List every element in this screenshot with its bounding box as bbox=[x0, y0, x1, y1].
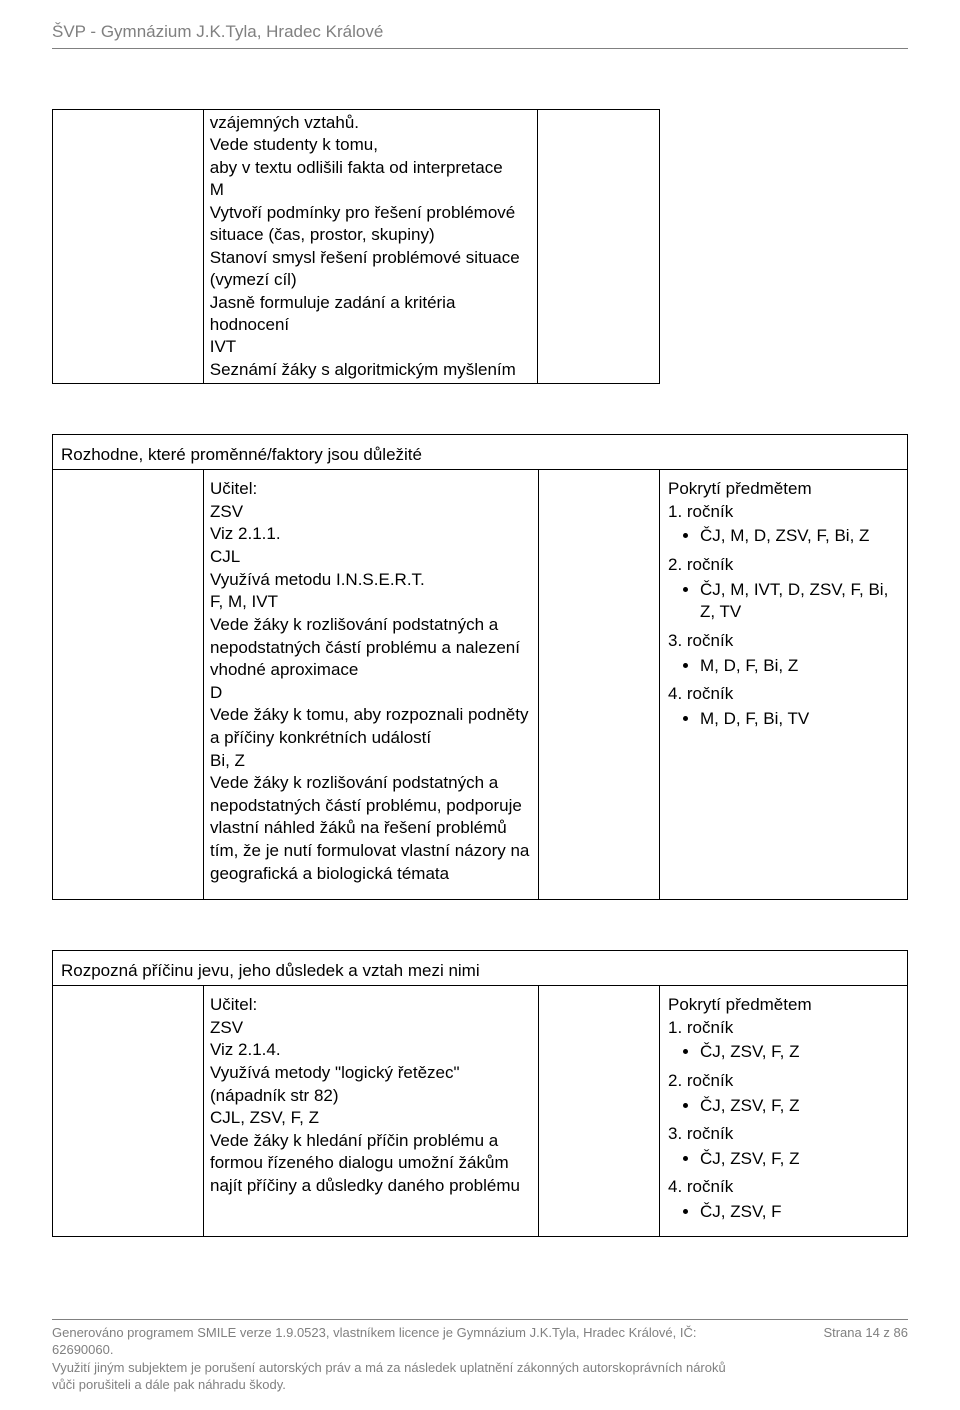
body-line: Vede žáky k rozlišování podstatných a ne… bbox=[210, 772, 532, 885]
cont-line: vzájemných vztahů. bbox=[210, 112, 532, 134]
cont-line: aby v textu odlišili fakta od interpreta… bbox=[210, 157, 532, 179]
footer-page-number: Strana 14 z 86 bbox=[823, 1324, 908, 1359]
year-label: 1. ročník bbox=[668, 501, 901, 524]
body-line: Bi, Z bbox=[210, 750, 532, 773]
year-label: 4. ročník bbox=[668, 1176, 901, 1199]
col-empty-a bbox=[53, 470, 204, 899]
continuation-table: vzájemných vztahů. Vede studenty k tomu,… bbox=[52, 109, 660, 384]
col-teacher-text: Učitel: ZSV Viz 2.1.1. CJL Využívá metod… bbox=[204, 470, 539, 899]
body-line: CJL, ZSV, F, Z bbox=[210, 1107, 532, 1130]
body-line: D bbox=[210, 682, 532, 705]
year-subjects: ČJ, ZSV, F, Z bbox=[700, 1041, 901, 1064]
body-line: Viz 2.1.4. bbox=[210, 1039, 532, 1062]
col-teacher-text: Učitel: ZSV Viz 2.1.4. Využívá metody "l… bbox=[204, 986, 539, 1235]
body-line: Využívá metody "logický řetězec" (nápadn… bbox=[210, 1062, 532, 1107]
body-line: Vede žáky k tomu, aby rozpoznali podněty… bbox=[210, 704, 532, 749]
outcome-body: Učitel: ZSV Viz 2.1.1. CJL Využívá metod… bbox=[53, 470, 907, 899]
year-subjects: ČJ, M, D, ZSV, F, Bi, Z bbox=[700, 525, 901, 548]
year-subjects: ČJ, ZSV, F, Z bbox=[700, 1148, 901, 1171]
outcome-block-2: Rozpozná příčinu jevu, jeho důsledek a v… bbox=[52, 950, 908, 1236]
body-line: Vede žáky k rozlišování podstatných a ne… bbox=[210, 614, 532, 682]
cont-line: IVT bbox=[210, 336, 532, 358]
body-line: CJL bbox=[210, 546, 532, 569]
year-subjects: ČJ, M, IVT, D, ZSV, F, Bi, Z, TV bbox=[700, 579, 901, 624]
header-title: ŠVP - Gymnázium J.K.Tyla, Hradec Králové bbox=[52, 22, 383, 41]
cont-line: Vede studenty k tomu, bbox=[210, 134, 532, 156]
cont-col-text: vzájemných vztahů. Vede studenty k tomu,… bbox=[203, 110, 538, 384]
cont-col-empty-left bbox=[53, 110, 204, 384]
body-line: Využívá metodu I.N.S.E.R.T. bbox=[210, 569, 532, 592]
col-empty-c bbox=[539, 986, 660, 1235]
body-line: ZSV bbox=[210, 501, 532, 524]
page-footer: Generováno programem SMILE verze 1.9.052… bbox=[52, 1319, 908, 1394]
col-coverage: Pokrytí předmětem 1. ročník ČJ, M, D, ZS… bbox=[660, 470, 907, 899]
cont-line: M bbox=[210, 179, 532, 201]
body-line: Vede žáky k hledání příčin problému a fo… bbox=[210, 1130, 532, 1198]
col-empty-c bbox=[539, 470, 660, 899]
year-label: 2. ročník bbox=[668, 554, 901, 577]
year-subjects: ČJ, ZSV, F bbox=[700, 1201, 901, 1224]
cont-line: Seznámí žáky s algoritmickým myšlením bbox=[210, 359, 532, 381]
footer-line-1: Generováno programem SMILE verze 1.9.052… bbox=[52, 1325, 697, 1358]
year-label: 3. ročník bbox=[668, 630, 901, 653]
year-label: 1. ročník bbox=[668, 1017, 901, 1040]
footer-line-2: Využití jiným subjektem je porušení auto… bbox=[52, 1359, 752, 1394]
outcome-body: Učitel: ZSV Viz 2.1.4. Využívá metody "l… bbox=[53, 986, 907, 1235]
year-label: 2. ročník bbox=[668, 1070, 901, 1093]
teacher-label: Učitel: bbox=[210, 478, 532, 501]
cont-line: Stanoví smysl řešení problémové situace … bbox=[210, 247, 532, 292]
body-line: F, M, IVT bbox=[210, 591, 532, 614]
year-label: 4. ročník bbox=[668, 683, 901, 706]
body-line: ZSV bbox=[210, 1017, 532, 1040]
year-subjects: M, D, F, Bi, Z bbox=[700, 655, 901, 678]
outcome-title: Rozhodne, které proměnné/faktory jsou dů… bbox=[53, 435, 907, 470]
col-coverage: Pokrytí předmětem 1. ročník ČJ, ZSV, F, … bbox=[660, 986, 907, 1235]
year-subjects: ČJ, ZSV, F, Z bbox=[700, 1095, 901, 1118]
cont-col-empty-right bbox=[538, 110, 660, 384]
page-header: ŠVP - Gymnázium J.K.Tyla, Hradec Králové bbox=[52, 22, 908, 49]
year-subjects: M, D, F, Bi, TV bbox=[700, 708, 901, 731]
cont-line: Vytvoří podmínky pro řešení problémové s… bbox=[210, 202, 532, 247]
cont-line: Jasně formuluje zadání a kritéria hodnoc… bbox=[210, 292, 532, 337]
year-label: 3. ročník bbox=[668, 1123, 901, 1146]
outcome-block-1: Rozhodne, které proměnné/faktory jsou dů… bbox=[52, 434, 908, 900]
body-line: Viz 2.1.1. bbox=[210, 523, 532, 546]
teacher-label: Učitel: bbox=[210, 994, 532, 1017]
outcome-title: Rozpozná příčinu jevu, jeho důsledek a v… bbox=[53, 951, 907, 986]
coverage-title: Pokrytí předmětem bbox=[668, 994, 901, 1017]
col-empty-a bbox=[53, 986, 204, 1235]
coverage-title: Pokrytí předmětem bbox=[668, 478, 901, 501]
